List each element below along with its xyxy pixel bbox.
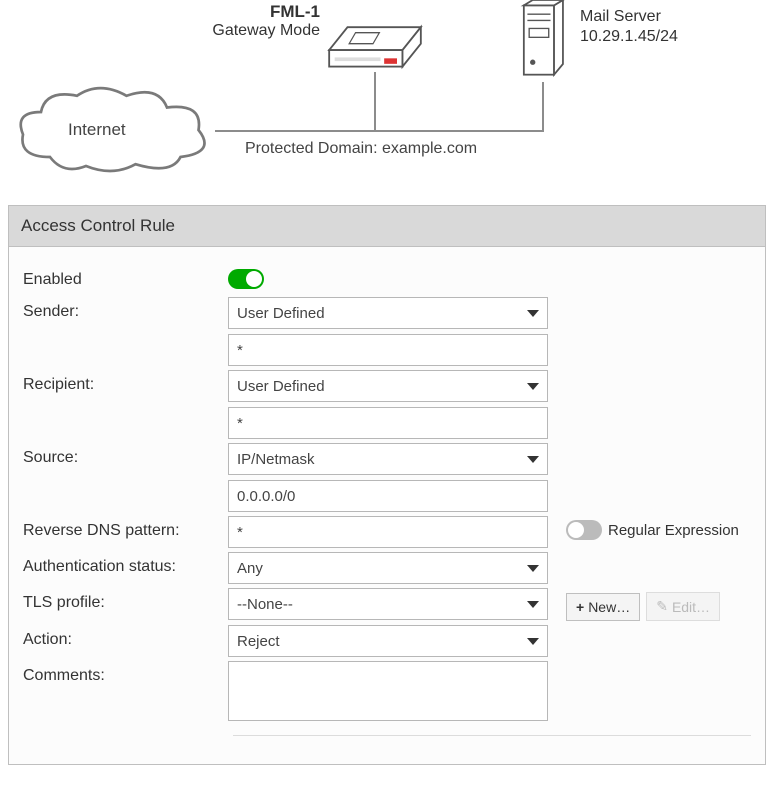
chevron-down-icon — [527, 383, 539, 390]
network-diagram: FML-1 Gateway Mode Mail Server 10.29.1.4… — [0, 0, 774, 195]
recipient-value-input[interactable] — [228, 407, 548, 439]
action-select[interactable]: Reject — [228, 625, 548, 657]
new-tls-button[interactable]: + New… — [566, 593, 640, 621]
comments-textarea[interactable] — [228, 661, 548, 721]
chevron-down-icon — [527, 638, 539, 645]
edit-icon: ✎ — [656, 598, 668, 615]
connector-line — [215, 130, 375, 132]
fml-label-group: FML-1 Gateway Mode — [180, 2, 320, 40]
auth-select-value: Any — [237, 560, 263, 577]
regex-toggle[interactable] — [566, 520, 602, 540]
edit-tls-button[interactable]: ✎ Edit… — [646, 592, 720, 621]
sender-select[interactable]: User Defined — [228, 297, 548, 329]
label-rdns: Reverse DNS pattern: — [23, 516, 228, 540]
sender-value-input[interactable] — [228, 334, 548, 366]
server-ip: 10.29.1.45/24 — [580, 27, 678, 47]
label-source: Source: — [23, 443, 228, 467]
label-action: Action: — [23, 625, 228, 649]
sender-select-value: User Defined — [237, 305, 325, 322]
recipient-select[interactable]: User Defined — [228, 370, 548, 402]
label-auth: Authentication status: — [23, 552, 228, 576]
access-control-panel: Access Control Rule Enabled Sender: User… — [8, 205, 766, 765]
server-label-group: Mail Server 10.29.1.45/24 — [580, 7, 678, 47]
connector-line — [374, 72, 376, 132]
label-comments: Comments: — [23, 661, 228, 685]
connector-line — [374, 130, 544, 132]
cloud-label: Internet — [68, 120, 126, 140]
source-select-value: IP/Netmask — [237, 451, 315, 468]
recipient-select-value: User Defined — [237, 378, 325, 395]
connector-line — [542, 82, 544, 132]
fortimail-device-icon — [320, 18, 430, 73]
fml-title: FML-1 — [180, 2, 320, 22]
chevron-down-icon — [527, 310, 539, 317]
source-value-input[interactable] — [228, 480, 548, 512]
label-enabled: Enabled — [23, 265, 228, 289]
tls-select-value: --None-- — [237, 596, 293, 613]
server-name: Mail Server — [580, 7, 678, 27]
chevron-down-icon — [527, 565, 539, 572]
tls-select[interactable]: --None-- — [228, 588, 548, 620]
auth-select[interactable]: Any — [228, 552, 548, 584]
label-tls: TLS profile: — [23, 588, 228, 612]
new-button-label: New… — [588, 599, 630, 615]
edit-button-label: Edit… — [672, 599, 710, 615]
label-sender: Sender: — [23, 297, 228, 321]
divider — [233, 735, 751, 736]
enabled-toggle[interactable] — [228, 269, 264, 289]
panel-title: Access Control Rule — [9, 206, 765, 247]
action-select-value: Reject — [237, 633, 280, 650]
chevron-down-icon — [527, 601, 539, 608]
plus-icon: + — [576, 599, 584, 615]
chevron-down-icon — [527, 456, 539, 463]
fml-subtitle: Gateway Mode — [180, 22, 320, 40]
access-control-form: Enabled Sender: User Defined Recipient: … — [9, 247, 765, 750]
source-select[interactable]: IP/Netmask — [228, 443, 548, 475]
protected-domain-label: Protected Domain: example.com — [245, 140, 477, 158]
rdns-input[interactable] — [228, 516, 548, 548]
label-recipient: Recipient: — [23, 370, 228, 394]
mail-server-icon — [520, 0, 565, 80]
regex-label: Regular Expression — [608, 522, 739, 539]
